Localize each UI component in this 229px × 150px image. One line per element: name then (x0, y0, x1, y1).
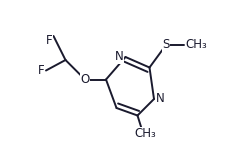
Text: N: N (155, 93, 164, 105)
Text: O: O (80, 73, 89, 86)
Text: CH₃: CH₃ (185, 39, 207, 51)
Text: F: F (38, 64, 44, 77)
Text: S: S (162, 39, 169, 51)
Text: F: F (46, 34, 52, 47)
Text: N: N (114, 51, 123, 63)
Text: CH₃: CH₃ (134, 127, 155, 140)
